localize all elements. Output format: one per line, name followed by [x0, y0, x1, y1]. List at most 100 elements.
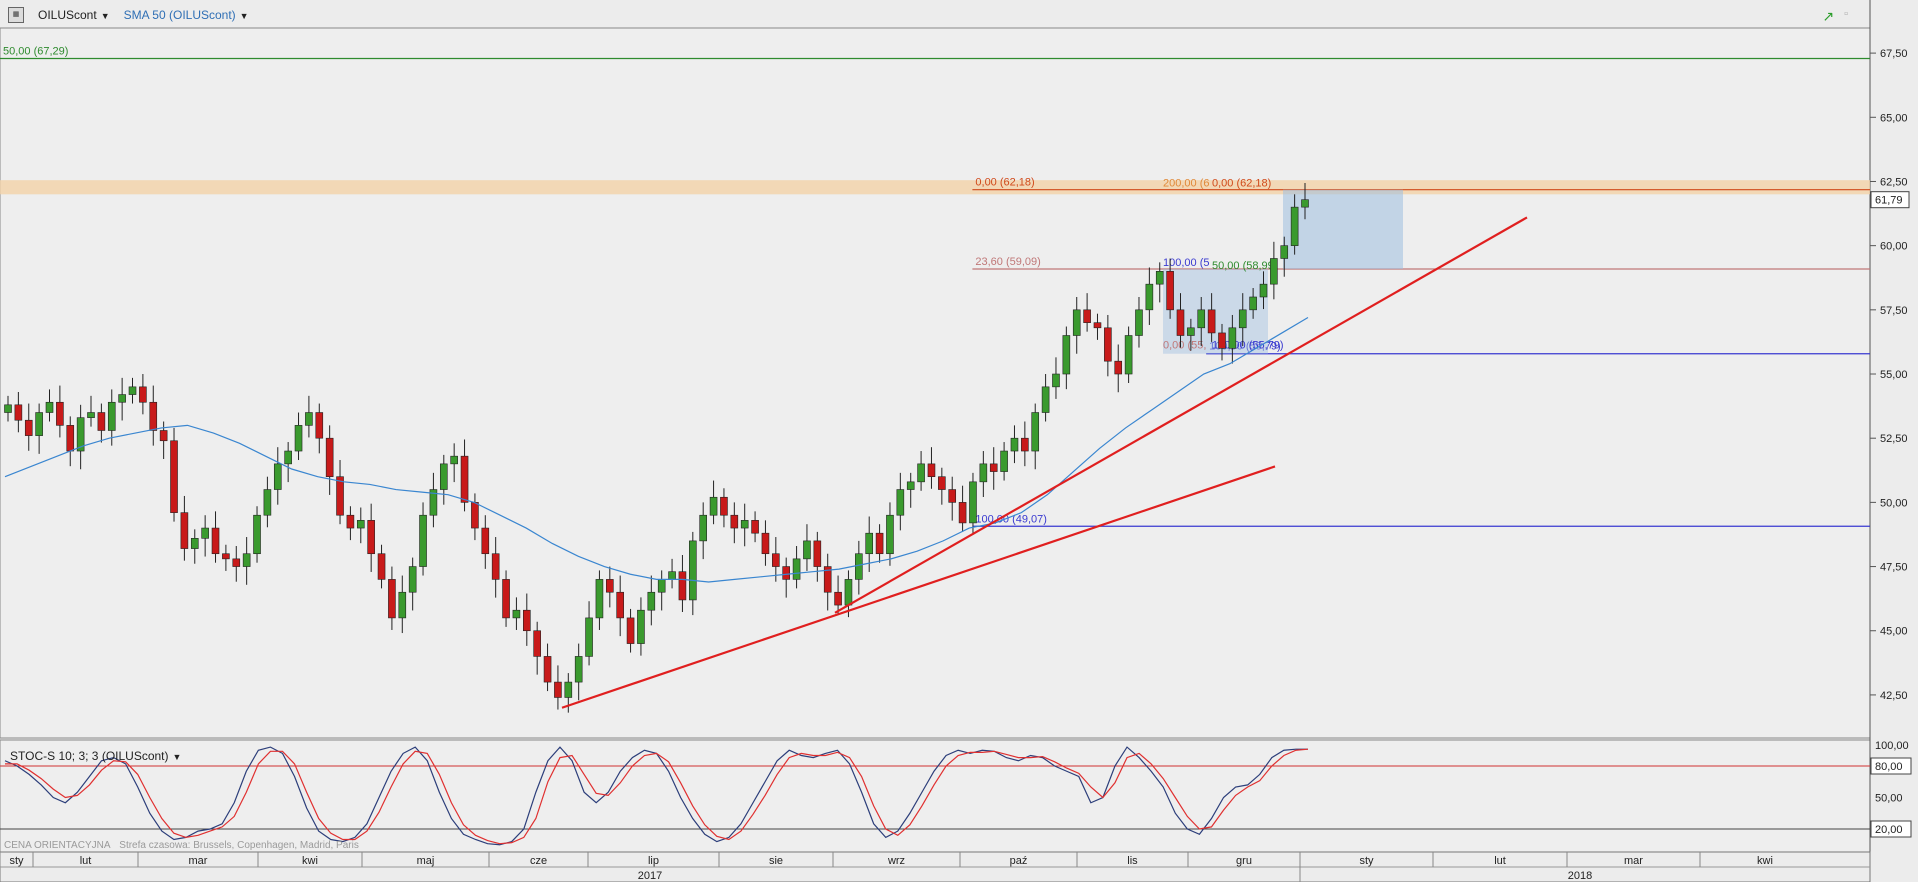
candle-body	[35, 412, 43, 436]
month-label: kwi	[302, 855, 318, 867]
candle-body	[1238, 309, 1247, 329]
target-box	[1283, 189, 1403, 270]
candle-body	[979, 463, 988, 483]
candle-body	[1301, 199, 1309, 208]
candle-body	[14, 404, 23, 421]
candle-body	[56, 401, 64, 426]
y-tick-label: 42,50	[1880, 690, 1908, 702]
candle-body	[429, 489, 438, 516]
candle-body	[709, 496, 718, 516]
candle-body	[450, 455, 458, 465]
sma-50-line	[4, 317, 1309, 583]
candle-body	[170, 440, 178, 513]
candle-body	[554, 681, 562, 698]
fib-extra-label: 0,00 (62,18)	[1212, 178, 1271, 190]
candle-body	[855, 553, 863, 580]
current-price-value: 61,79	[1875, 195, 1903, 207]
candle-body	[512, 609, 521, 619]
candle-body	[139, 386, 147, 403]
candle-body	[128, 386, 137, 395]
symbol-chart-icon[interactable]: ▦	[8, 7, 24, 23]
trendline-upper	[834, 216, 1528, 614]
candle-body	[782, 566, 791, 580]
year-label: 2017	[638, 870, 662, 882]
indicator-selector[interactable]: SMA 50 (OILUScont) ▼	[124, 8, 249, 22]
y-tick-label: 52,50	[1880, 433, 1908, 445]
candle-body	[823, 566, 832, 593]
candle-body	[1021, 437, 1029, 452]
candle-body	[1083, 309, 1091, 323]
month-label: maj	[417, 855, 435, 867]
candle-body	[1124, 335, 1133, 375]
candle-body	[1228, 327, 1237, 349]
candle-body	[927, 463, 936, 478]
candle-body	[398, 591, 407, 619]
candle-body	[1041, 386, 1050, 413]
window-icon[interactable]: ▫	[1844, 8, 1848, 20]
candle-body	[574, 656, 583, 683]
chevron-down-icon: ▼	[239, 11, 249, 21]
stochastic-selector[interactable]: STOC-S 10; 3; 3 (OILUScont) ▼	[10, 749, 181, 763]
candle-body	[263, 489, 272, 516]
indicator-name: SMA 50 (OILUScont)	[123, 8, 236, 22]
candle-body	[211, 527, 220, 555]
price-type-label: CENA ORIENTACYJNA	[4, 840, 111, 851]
candle-body	[201, 527, 209, 539]
candle-body	[45, 401, 54, 413]
candle-body	[1062, 335, 1071, 375]
candle-body	[253, 514, 261, 555]
candle-body	[284, 450, 292, 465]
candle-body	[803, 540, 811, 560]
y-tick-label: 55,00	[1880, 369, 1908, 381]
candle-body	[689, 540, 697, 601]
candle-body	[917, 463, 925, 483]
candle-body	[1280, 245, 1289, 259]
candle-body	[761, 532, 770, 555]
month-label: cze	[530, 855, 547, 867]
timezone-label: Strefa czasowa: Brussels, Copenhagen, Ma…	[119, 840, 359, 851]
stochastic-name: STOC-S 10; 3; 3 (OILUScont)	[10, 749, 169, 763]
candle-body	[740, 520, 749, 529]
month-label: sty	[9, 855, 24, 867]
month-label: wrz	[887, 855, 905, 867]
candle-body	[336, 476, 344, 516]
candle-body	[1031, 412, 1040, 452]
y-tick-label: 65,00	[1880, 112, 1908, 124]
candle-body	[460, 455, 469, 503]
candle-body	[1114, 360, 1123, 375]
candle-body	[1176, 309, 1185, 336]
fib-extra-label: 200,00 (6	[1163, 178, 1209, 190]
candle-body	[1052, 373, 1060, 388]
trend-arrow-icon[interactable]: ↗	[1822, 8, 1835, 24]
symbol-selector[interactable]: OILUScont ▼	[38, 8, 110, 22]
chart-toolbar: ▦ OILUScont ▼ SMA 50 (OILUScont) ▼	[0, 0, 249, 30]
chevron-down-icon: ▼	[172, 752, 182, 762]
candle-body	[222, 553, 230, 560]
month-label: mar	[189, 855, 208, 867]
candle-body	[97, 412, 106, 431]
candle-body	[543, 656, 552, 683]
candle-body	[118, 394, 126, 403]
candle-body	[606, 579, 614, 593]
candle-body	[989, 463, 998, 472]
candle-body	[958, 502, 967, 524]
candle-body	[522, 609, 531, 632]
candle-body	[1249, 296, 1257, 311]
stoch-tick-label: 80,00	[1875, 761, 1903, 773]
candle-body	[346, 514, 355, 529]
y-tick-label: 57,50	[1880, 305, 1908, 317]
candle-body	[408, 566, 417, 593]
candle-body	[865, 532, 874, 555]
candle-body	[1155, 271, 1164, 285]
candle-body	[1000, 450, 1008, 472]
candle-body	[325, 437, 334, 478]
candle-body	[834, 591, 842, 606]
candle-body	[356, 520, 365, 529]
y-tick-label: 50,00	[1880, 497, 1908, 509]
candle-body	[66, 425, 75, 452]
candle-body	[1010, 437, 1019, 452]
candle-body	[1218, 332, 1226, 349]
candle-body	[1290, 206, 1299, 246]
candle-body	[585, 617, 593, 657]
